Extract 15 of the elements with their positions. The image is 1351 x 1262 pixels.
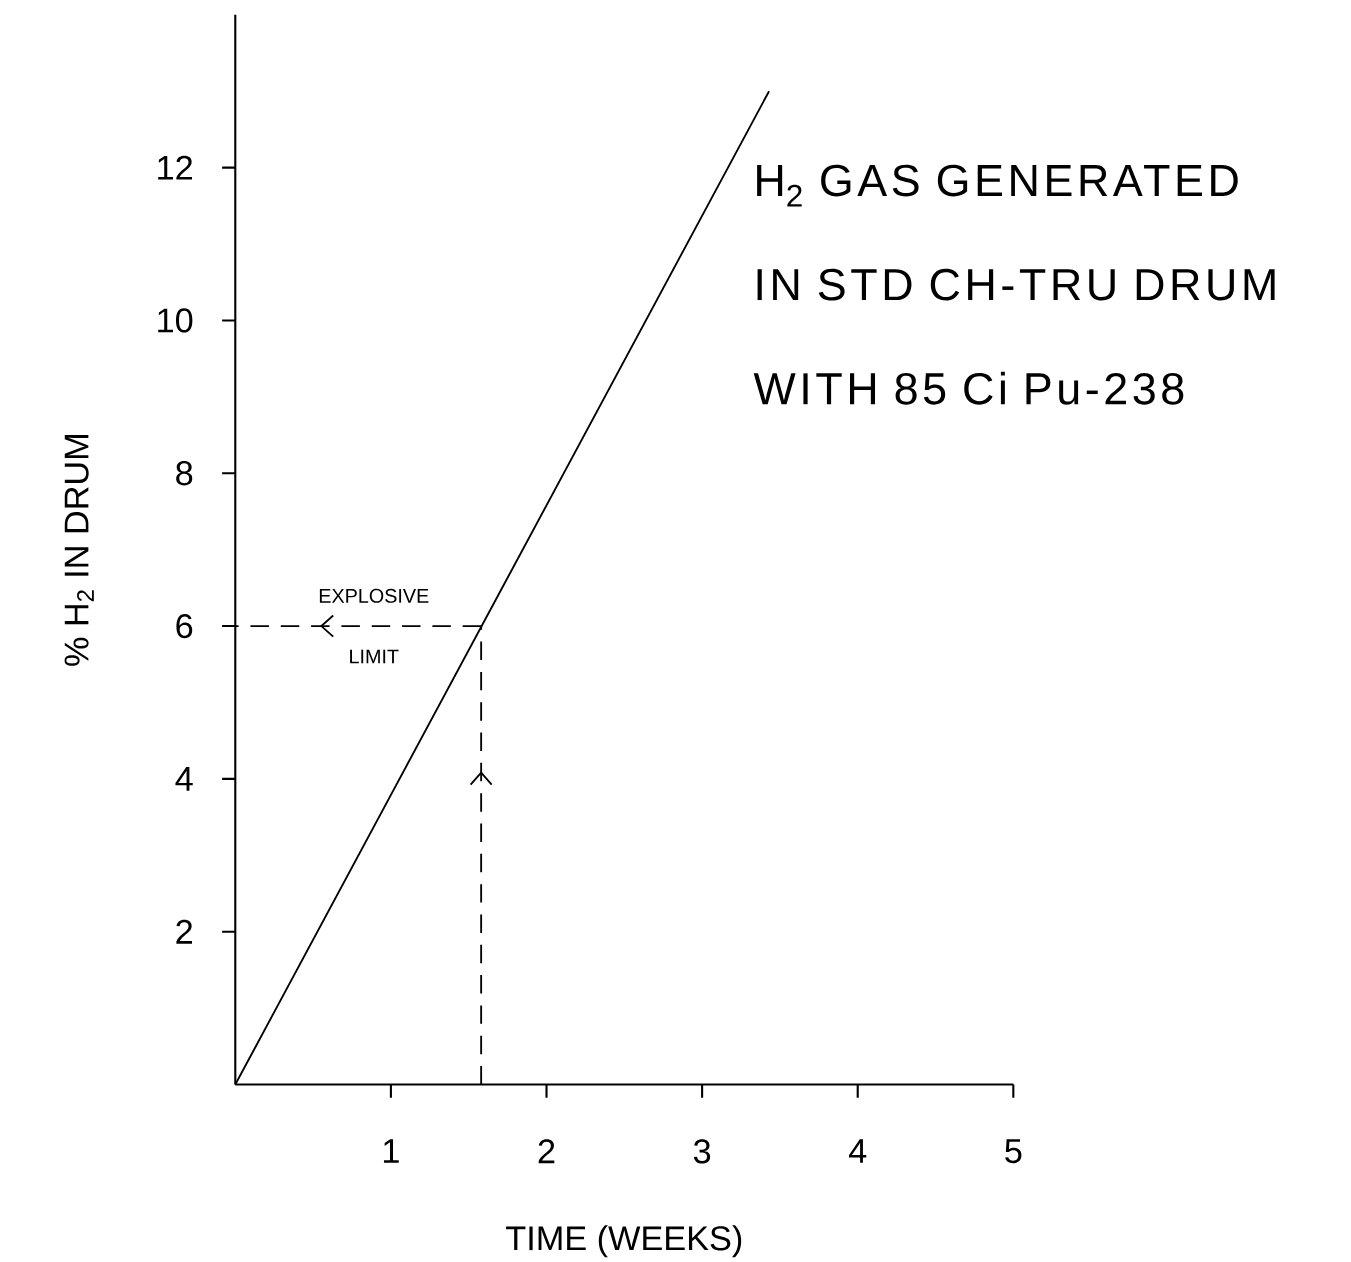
y-axis-title: % H$_{2}$ IN DRUM (64, 435, 94, 667)
y-tick-label: 12 (158, 155, 192, 180)
x-tick-label: 5 (1005, 1139, 1022, 1164)
x-axis-title: TIME (WEEKS) (506, 1225, 742, 1258)
y-tick-label: 10 (158, 308, 193, 333)
x-tick-label: 3 (693, 1139, 711, 1164)
text: EXPLOSIVE LIMIT (319, 589, 429, 664)
y-tick-label: 2 (176, 919, 193, 944)
y-tick-label: 6 (176, 614, 193, 639)
x-tick-label: 2 (538, 1139, 555, 1164)
y-tick-label: 8 (176, 461, 193, 486)
x-tick-label: 4 (848, 1139, 867, 1164)
text: H$_{2}$ GAS GENERATED IN STD CH-TRU DRUM WITH 85 Ci Pu-238 (753, 164, 1275, 405)
y-tick-label: 4 (175, 767, 193, 791)
x-tick-label: 1 (383, 1139, 399, 1164)
